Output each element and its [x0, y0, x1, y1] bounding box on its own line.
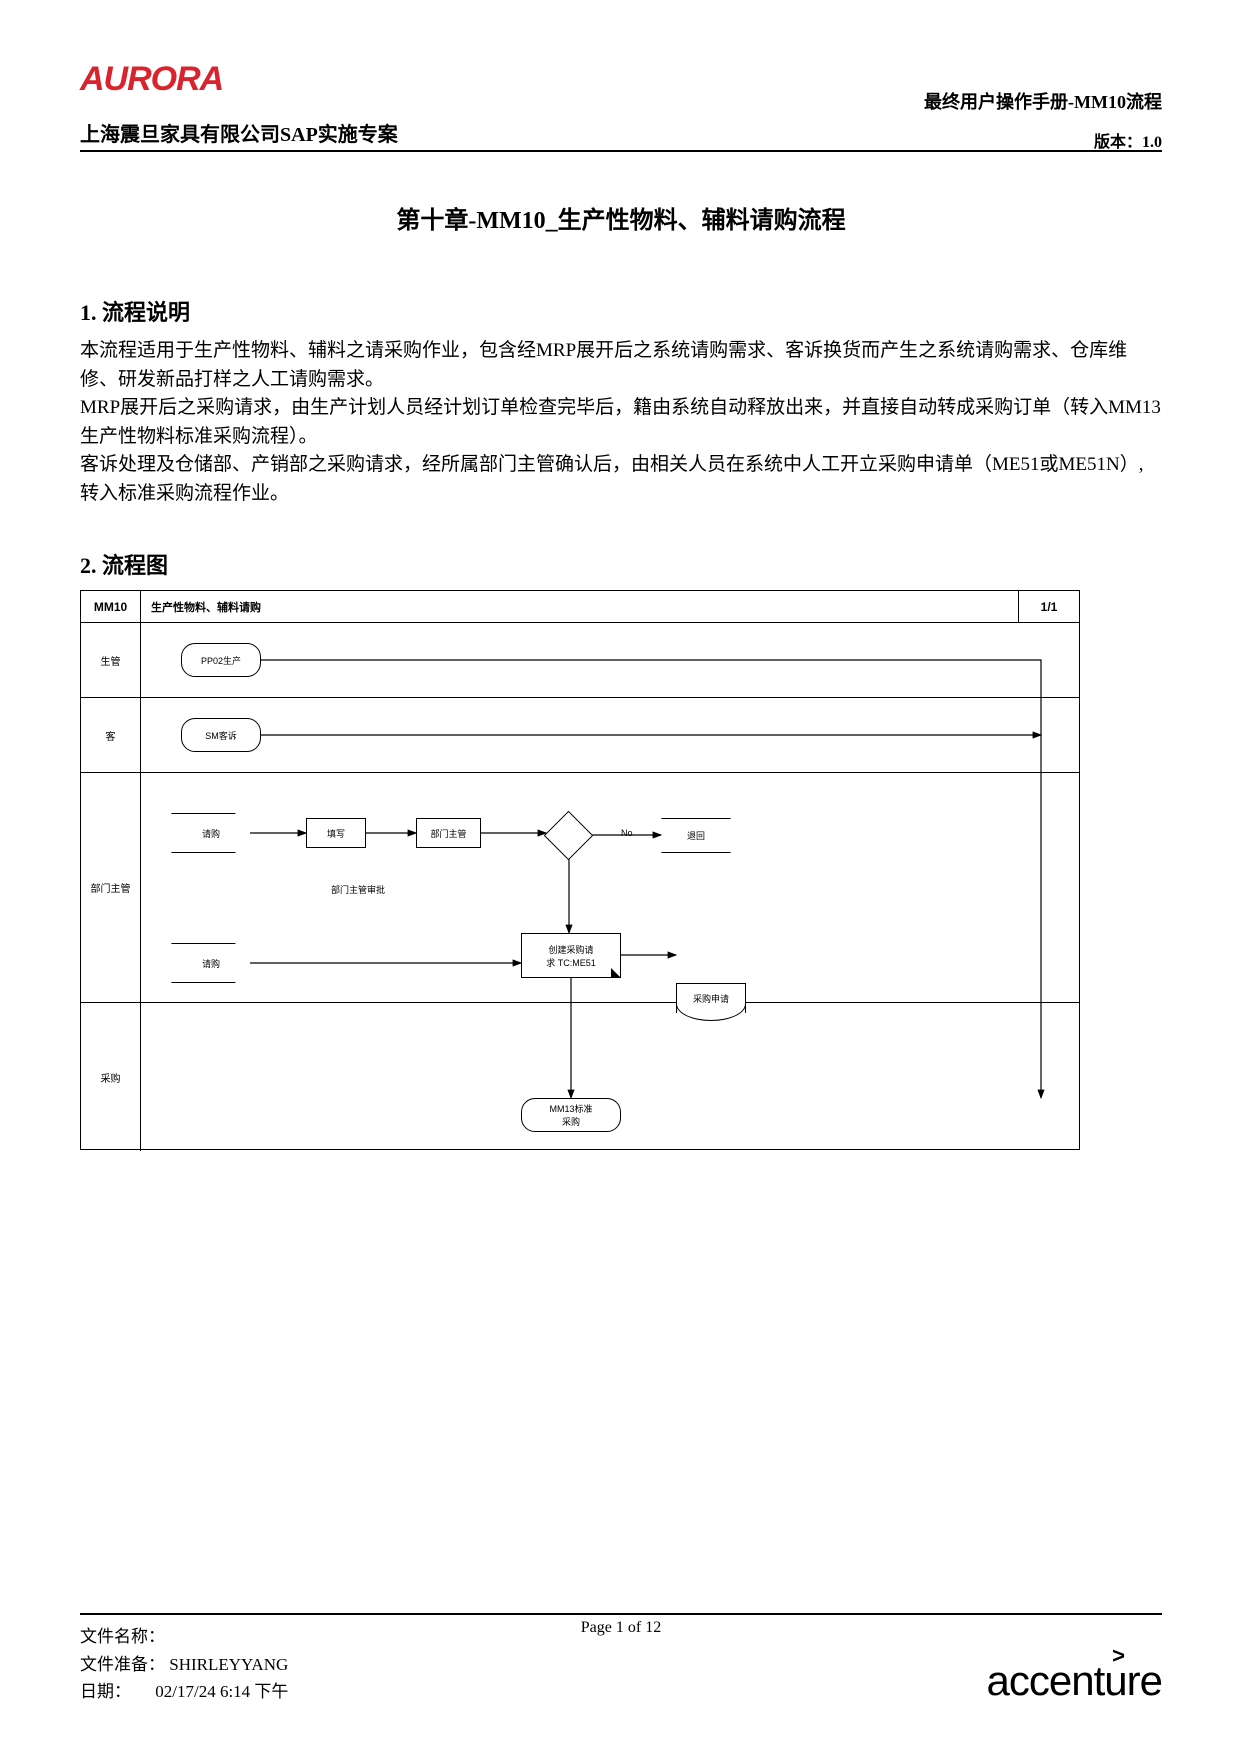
prepared-label: 文件准备：	[80, 1655, 165, 1674]
accenture-text: accenture	[987, 1657, 1162, 1704]
flownode-rect2: 部门主管	[416, 818, 481, 848]
date-label: 日期：	[80, 1682, 131, 1701]
swimlane-label: 生管	[81, 623, 141, 697]
file-name-label: 文件名称：	[80, 1627, 165, 1646]
footer-rule	[80, 1613, 1162, 1615]
flowchart-header-row: MM10 生产性物料、辅料请购 1/1	[81, 591, 1079, 623]
flowchart-page-indicator: 1/1	[1019, 591, 1079, 622]
flowchart-container: MM10 生产性物料、辅料请购 1/1 生管客部门主管采购PP02生产SM客诉请…	[80, 590, 1080, 1150]
swimlane-label: 部门主管	[81, 773, 141, 1002]
flowchart-code: MM10	[81, 591, 141, 622]
flownode-rect1: 填写	[306, 818, 366, 848]
flowchart-body: 生管客部门主管采购PP02生产SM客诉请购请购填写部门主管部门主管审批No退回创…	[81, 623, 1079, 1151]
flowchart-title: 生产性物料、辅料请购	[141, 591, 1019, 622]
chapter-title: 第十章-MM10_生产性物料、辅料请购流程	[80, 200, 1162, 235]
flownode-note: 部门主管审批	[331, 883, 385, 896]
version-label: 版本：1.0	[924, 128, 1162, 152]
date-value: 02/17/24 6:14 下午	[155, 1682, 288, 1701]
page-number: Page 1 of 12	[581, 1619, 661, 1637]
section-process-desc: 1. 流程说明 本流程适用于生产性物料、辅料之请采购作业，包含经MRP展开后之系…	[80, 295, 1162, 508]
flownode-sm: SM客诉	[181, 718, 261, 752]
section1-body: 本流程适用于生产性物料、辅料之请采购作业，包含经MRP展开后之系统请购需求、客诉…	[80, 337, 1162, 508]
header-right: 最终用户操作手册-MM10流程 版本：1.0	[924, 88, 1162, 152]
aurora-logo: AURORA	[80, 60, 223, 99]
accenture-caret-icon: >	[1112, 1643, 1124, 1669]
section2-heading: 2. 流程图	[80, 548, 1162, 580]
doc-title: 最终用户操作手册-MM10流程	[924, 88, 1162, 114]
header-rule	[80, 150, 1162, 152]
flownode-pp02: PP02生产	[181, 643, 261, 677]
section-flowchart: 2. 流程图 MM10 生产性物料、辅料请购 1/1 生管客部门主管采购PP02…	[80, 548, 1162, 1150]
accenture-logo: > accenture	[987, 1657, 1162, 1705]
flownode-no: No	[621, 828, 633, 838]
section1-heading: 1. 流程说明	[80, 295, 1162, 327]
flownode-doc: 采购申请	[676, 983, 746, 1013]
company-line: 上海震旦家具有限公司SAP实施专案	[80, 118, 398, 147]
swimlane-label: 客	[81, 698, 141, 772]
page-header: AURORA 最终用户操作手册-MM10流程 版本：1.0 上海震旦家具有限公司…	[80, 60, 1162, 160]
footer-metadata: 文件名称： 文件准备： SHIRLEYYANG 日期： 02/17/24 6:1…	[80, 1623, 288, 1705]
swimlane-label: 采购	[81, 1003, 141, 1151]
page-footer: 文件名称： 文件准备： SHIRLEYYANG 日期： 02/17/24 6:1…	[80, 1613, 1162, 1705]
flownode-mm13: MM13标准采购	[521, 1098, 621, 1132]
flownode-me51: 创建采购请求 TC:ME51	[521, 933, 621, 978]
prepared-value: SHIRLEYYANG	[169, 1655, 288, 1674]
